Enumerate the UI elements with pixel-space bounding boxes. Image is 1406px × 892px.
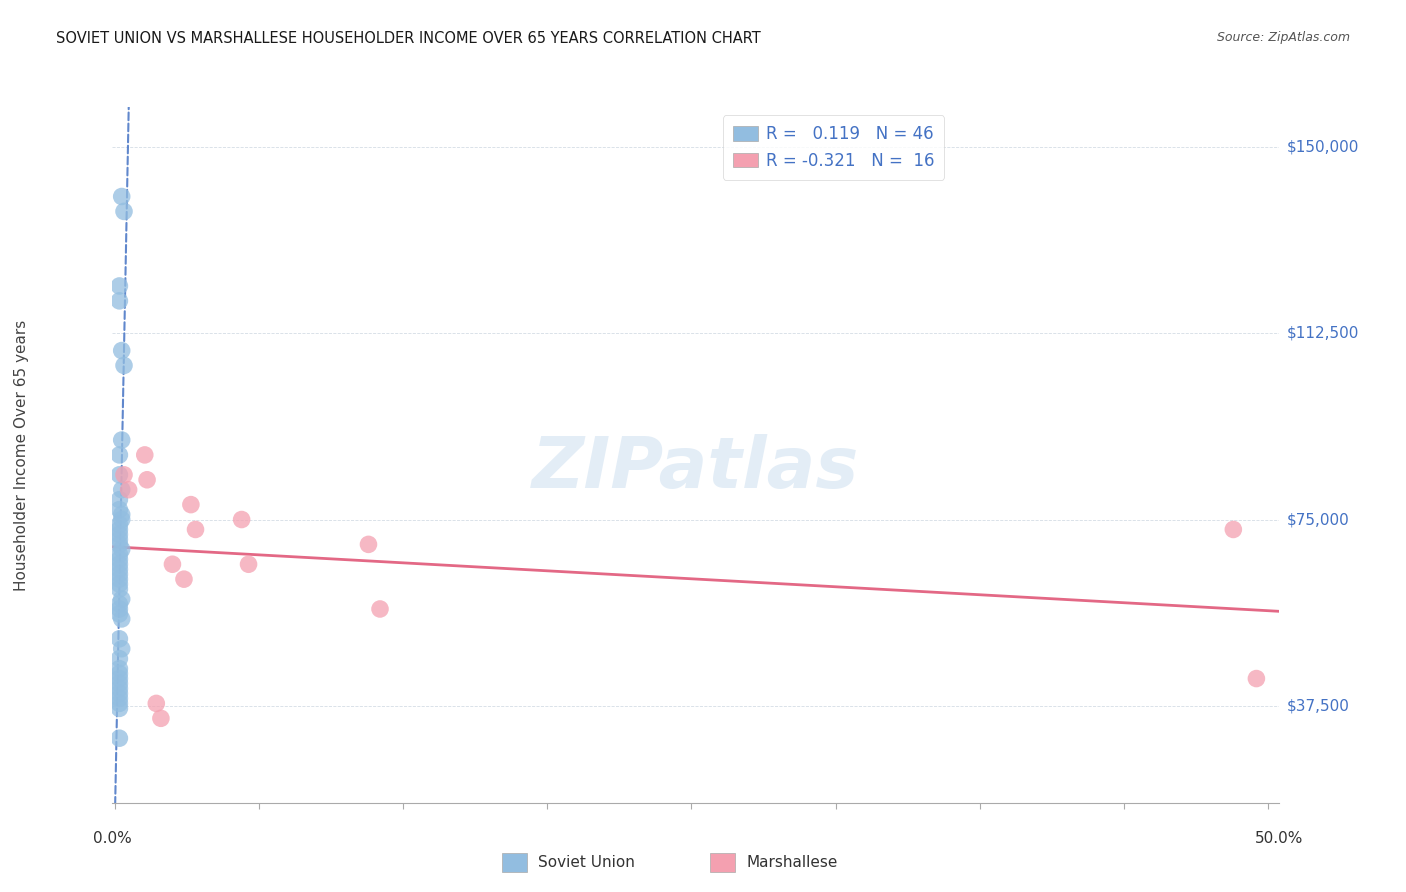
Point <box>108 448 131 462</box>
Point <box>112 467 135 482</box>
Text: $37,500: $37,500 <box>1286 698 1350 714</box>
Point <box>108 492 131 507</box>
Point <box>108 691 131 706</box>
Point <box>108 547 131 561</box>
Point <box>1246 672 1268 686</box>
Point <box>111 433 134 447</box>
Point <box>111 483 134 497</box>
Point <box>111 612 134 626</box>
Text: Source: ZipAtlas.com: Source: ZipAtlas.com <box>1216 31 1350 45</box>
Point <box>108 537 131 551</box>
Point <box>108 651 131 665</box>
Point <box>108 552 131 566</box>
Point <box>108 701 131 715</box>
Text: 50.0%: 50.0% <box>1256 831 1303 847</box>
Point <box>231 512 253 526</box>
Point <box>108 562 131 576</box>
Point <box>184 523 207 537</box>
Point <box>108 279 131 293</box>
Point <box>108 582 131 596</box>
Point <box>136 473 159 487</box>
Point <box>108 666 131 681</box>
Point <box>111 508 134 522</box>
Point <box>111 641 134 656</box>
Text: SOVIET UNION VS MARSHALLESE HOUSEHOLDER INCOME OVER 65 YEARS CORRELATION CHART: SOVIET UNION VS MARSHALLESE HOUSEHOLDER … <box>56 31 761 46</box>
Point <box>108 597 131 611</box>
Point <box>108 731 131 746</box>
Point <box>108 602 131 616</box>
Point <box>357 537 380 551</box>
Point <box>108 533 131 547</box>
Point <box>111 542 134 557</box>
Point <box>173 572 195 586</box>
Point <box>108 293 131 308</box>
Point <box>117 483 139 497</box>
Point <box>111 592 134 607</box>
Text: 0.0%: 0.0% <box>93 831 132 847</box>
Point <box>108 686 131 700</box>
Text: Marshallese: Marshallese <box>747 855 838 870</box>
Point <box>108 676 131 690</box>
Point <box>108 567 131 582</box>
Point <box>180 498 202 512</box>
Point <box>108 607 131 621</box>
Point <box>111 512 134 526</box>
Point <box>368 602 391 616</box>
Point <box>111 343 134 358</box>
Text: $75,000: $75,000 <box>1286 512 1350 527</box>
Point <box>108 558 131 572</box>
Point <box>108 572 131 586</box>
Point <box>112 204 135 219</box>
Point <box>108 523 131 537</box>
Point <box>145 697 167 711</box>
Text: Householder Income Over 65 years: Householder Income Over 65 years <box>14 319 28 591</box>
Point <box>108 697 131 711</box>
Point <box>1222 523 1244 537</box>
Point <box>108 632 131 646</box>
Text: $112,500: $112,500 <box>1286 326 1358 341</box>
Point <box>108 502 131 516</box>
Point <box>108 681 131 696</box>
Point <box>111 189 134 203</box>
Legend: R =   0.119   N = 46, R = -0.321   N =  16: R = 0.119 N = 46, R = -0.321 N = 16 <box>723 115 945 179</box>
Text: Soviet Union: Soviet Union <box>538 855 636 870</box>
Point <box>108 672 131 686</box>
Point <box>108 662 131 676</box>
Point <box>108 527 131 541</box>
Point <box>149 711 172 725</box>
Text: $150,000: $150,000 <box>1286 139 1358 154</box>
Point <box>108 577 131 591</box>
Point <box>134 448 156 462</box>
Text: ZIPatlas: ZIPatlas <box>533 434 859 503</box>
Point <box>162 558 184 572</box>
Point <box>112 359 135 373</box>
Point <box>108 517 131 532</box>
Point <box>238 558 260 572</box>
Point <box>108 467 131 482</box>
